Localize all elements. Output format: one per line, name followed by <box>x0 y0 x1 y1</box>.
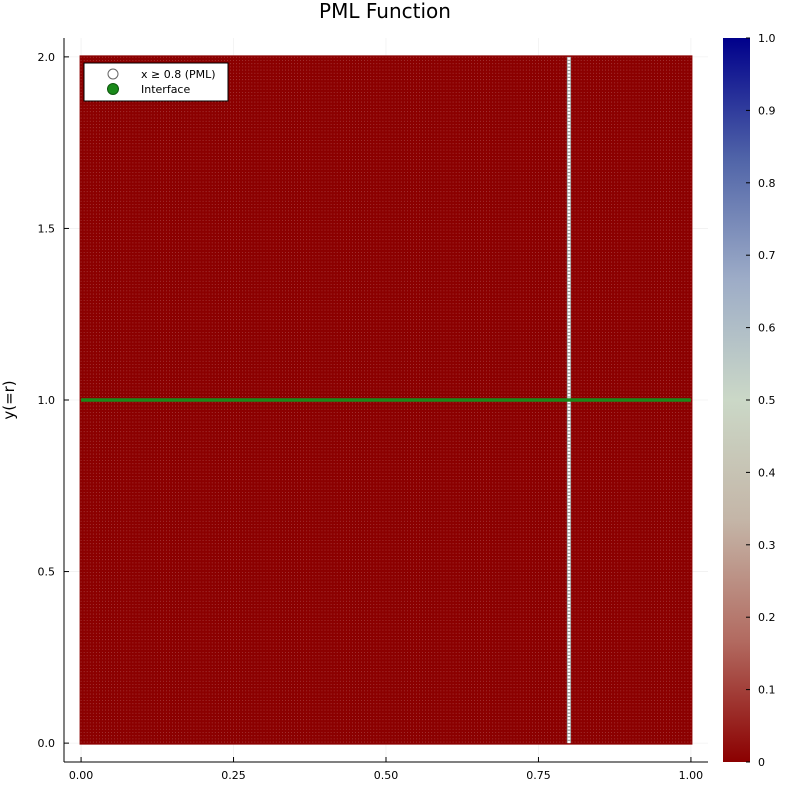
colorbar-tick-label: 0 <box>758 756 765 769</box>
x-tick-label: 0.50 <box>374 769 399 782</box>
colorbar-tick-label: 0.3 <box>758 539 776 552</box>
legend: x ≥ 0.8 (PML) Interface <box>83 62 229 102</box>
x-tick-label: 0.25 <box>221 769 246 782</box>
y-tick-label: 0.5 <box>38 566 56 579</box>
colorbar-gradient <box>723 38 750 762</box>
colorbar-tick-label: 0.8 <box>758 177 776 190</box>
x-tick-label: 1.00 <box>679 769 704 782</box>
x-tick-label: 0.00 <box>69 769 94 782</box>
colorbar-tick-label: 0.1 <box>758 684 776 697</box>
legend-box <box>83 62 229 102</box>
legend-label: Interface <box>141 83 190 96</box>
colorbar-tick-label: 0.4 <box>758 466 776 479</box>
y-tick-label: 1.5 <box>38 222 56 235</box>
y-tick-label: 2.0 <box>38 51 56 64</box>
x-tick-label: 0.75 <box>526 769 551 782</box>
colorbar: 0 0.1 0.2 0.3 0.4 0.5 0.6 0.7 0.8 0.9 1.0 <box>723 32 776 769</box>
y-tick-label: 0.0 <box>38 737 56 750</box>
series-layer <box>81 56 691 744</box>
legend-marker-interface <box>107 83 119 95</box>
chart-title: PML Function <box>319 0 451 23</box>
y-axis-label: y(=r) <box>0 380 18 419</box>
colorbar-tick-label: 1.0 <box>758 32 776 45</box>
colorbar-tick-label: 0.5 <box>758 394 776 407</box>
y-tick-label: 1.0 <box>38 394 56 407</box>
colorbar-tick-label: 0.6 <box>758 322 776 335</box>
colorbar-tick-label: 0.7 <box>758 249 776 262</box>
legend-marker-pml <box>107 68 119 80</box>
axes: 0.00 0.25 0.50 0.75 1.00 0.0 0.5 1.0 1.5 2.0 <box>38 38 708 782</box>
colorbar-tick-label: 0.2 <box>758 611 776 624</box>
legend-label: x ≥ 0.8 (PML) <box>141 68 216 81</box>
colorbar-tick-label: 0.9 <box>758 104 776 117</box>
